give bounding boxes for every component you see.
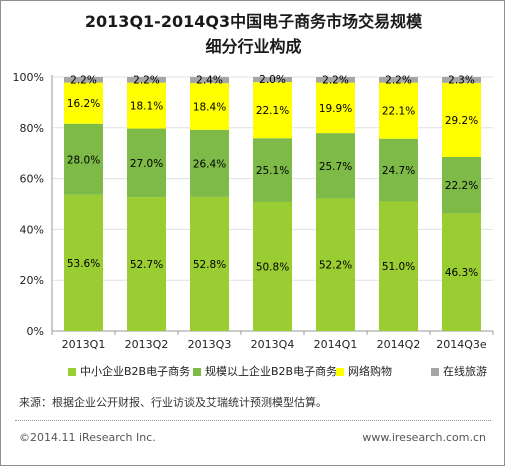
bar-segment (190, 196, 229, 331)
bar-segment (64, 77, 103, 83)
data-label: 2.2% (133, 74, 160, 86)
x-tick-label: 2013Q3 (188, 338, 232, 351)
legend-swatch (193, 368, 201, 376)
data-label: 52.8% (193, 259, 226, 271)
bar-segment (316, 133, 355, 199)
data-label: 46.3% (445, 267, 478, 279)
legend-label: 在线旅游 (443, 365, 487, 378)
bar-segment (190, 129, 229, 197)
chart-title: 2013Q1-2014Q3中国电子商务市场交易规模 (84, 12, 423, 31)
legend-swatch (68, 368, 76, 376)
x-tick-label: 2013Q2 (125, 338, 169, 351)
source-note: 来源：根据企业公开财报、行业访谈及艾瑞统计预测模型估算。 (19, 396, 327, 409)
x-tick-label: 2013Q4 (251, 338, 295, 351)
y-tick-label: 60% (20, 173, 44, 186)
bar-segment (379, 82, 418, 139)
data-label: 53.6% (67, 258, 100, 270)
bar-segment (127, 128, 166, 198)
bar-segment (316, 82, 355, 134)
bar-segment (253, 77, 292, 83)
copyright-text: ©2014.11 iResearch Inc. (19, 431, 156, 444)
x-tick-label: 2014Q2 (377, 338, 421, 351)
bar-segment (253, 82, 292, 139)
data-label: 25.7% (319, 161, 352, 173)
x-tick-label: 2014Q3e (436, 338, 487, 351)
data-label: 26.4% (193, 158, 226, 170)
footer-divider (15, 420, 491, 421)
data-label: 2.2% (385, 74, 412, 86)
legend-swatch (431, 368, 439, 376)
data-label: 28.0% (67, 154, 100, 166)
data-label: 22.2% (445, 180, 478, 192)
bar-segment (316, 198, 355, 331)
bar-segment (64, 123, 103, 195)
bar-segment (190, 83, 229, 130)
data-label: 52.2% (319, 260, 352, 272)
data-label: 22.1% (256, 105, 289, 117)
stacked-bar-chart: 0% 20% 40% 60% 80% 100% 53.6% 28.0% 16.2% 2.2% 201… (13, 71, 494, 351)
data-label: 19.9% (319, 103, 352, 115)
data-label: 2.4% (196, 75, 223, 87)
data-label: 18.4% (193, 101, 226, 113)
data-label: 24.7% (382, 165, 415, 177)
y-tick-label: 0% (27, 325, 44, 338)
bar-segment (442, 213, 481, 331)
data-label: 18.1% (130, 101, 163, 113)
bar-segment (442, 157, 481, 214)
bar-segment (127, 82, 166, 129)
x-tick-label: 2013Q1 (62, 338, 106, 351)
data-label: 52.7% (130, 259, 163, 271)
data-label: 50.8% (256, 261, 289, 273)
bar-segment (190, 77, 229, 84)
bar-segment (379, 201, 418, 331)
bar-segment (253, 201, 292, 331)
legend-swatch (336, 368, 344, 376)
data-label: 25.1% (256, 165, 289, 177)
legend-label: 规模以上企业B2B电子商务 (205, 365, 338, 378)
bar-segment (127, 77, 166, 83)
y-tick-label: 80% (20, 122, 44, 135)
bar-segment (379, 77, 418, 83)
bar-segment (316, 77, 355, 83)
data-label: 2.3% (448, 74, 475, 86)
x-tick-label: 2014Q1 (314, 338, 358, 351)
chart-subtitle: 细分行业构成 (205, 37, 302, 56)
bar-segment (127, 197, 166, 331)
data-label: 51.0% (382, 261, 415, 273)
bar-segment (442, 77, 481, 83)
bar-segment (64, 82, 103, 124)
bar-segment (442, 82, 481, 158)
legend-label: 中小企业B2B电子商务 (80, 365, 191, 378)
data-label: 29.2% (445, 115, 478, 127)
y-tick-label: 100% (13, 71, 44, 84)
bar-segment (379, 138, 418, 202)
y-tick-label: 40% (20, 223, 44, 236)
y-tick-label: 20% (20, 274, 44, 287)
data-label: 2.2% (70, 74, 97, 86)
data-label: 2.0% (259, 74, 286, 86)
data-label: 27.0% (130, 158, 163, 170)
data-label: 2.2% (322, 74, 349, 86)
website-url: www.iresearch.com.cn (362, 431, 486, 444)
legend-label: 网络购物 (348, 365, 392, 378)
data-label: 22.1% (382, 106, 415, 118)
data-label: 16.2% (67, 98, 100, 110)
bar-segment (64, 194, 103, 331)
bar-segment (253, 138, 292, 202)
